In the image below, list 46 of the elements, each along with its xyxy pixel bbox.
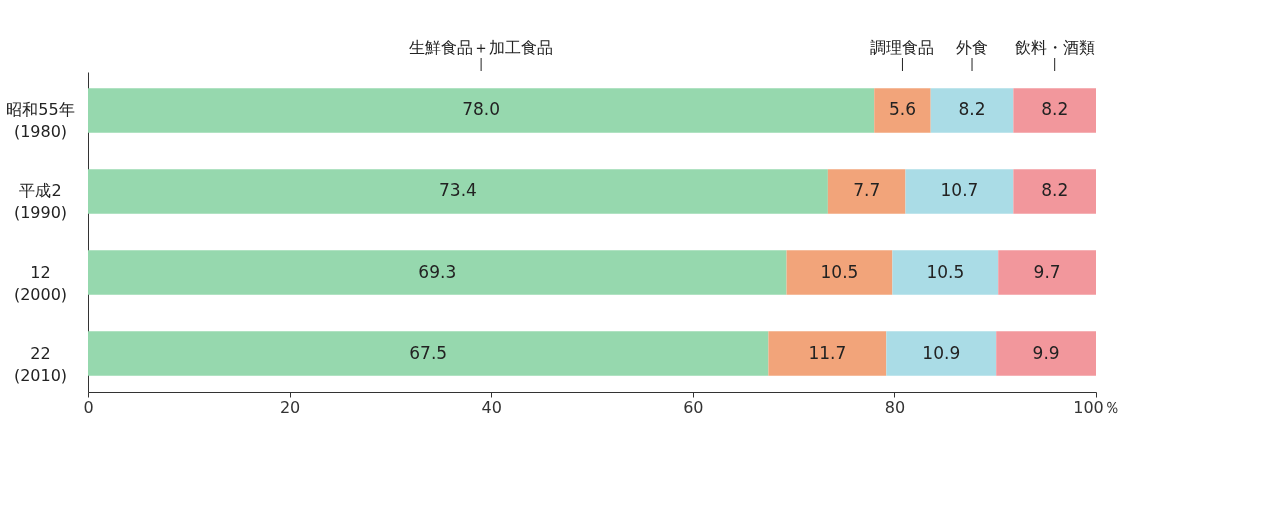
data-label: 8.2 [1041, 99, 1069, 120]
x-tick-label: 100％ [1073, 397, 1120, 417]
bar [88, 169, 828, 214]
bar [998, 250, 1096, 295]
y-tick-label: 22 (2010) [13, 343, 68, 385]
data-label: 10.5 [820, 261, 859, 282]
bar [886, 331, 997, 376]
data-label: 73.4 [439, 180, 477, 201]
x-tick-label: 20 [279, 397, 301, 417]
y-tick-label: 12 (2000) [13, 262, 68, 304]
bar [1013, 88, 1096, 133]
bar [827, 169, 906, 214]
bar [874, 88, 931, 133]
data-label: 9.9 [1032, 342, 1060, 363]
bar [905, 169, 1014, 214]
bar [786, 250, 893, 295]
bar [768, 331, 887, 376]
bar [88, 88, 875, 133]
bar [88, 250, 787, 295]
y-tick-label: 平成2 (1990) [13, 181, 68, 223]
data-label: 69.3 [418, 261, 457, 282]
x-tick-label: 0 [83, 397, 94, 417]
data-label: 8.2 [1041, 180, 1069, 201]
x-tick-label: 80 [884, 397, 906, 417]
x-tick-label: 40 [481, 397, 502, 417]
bar [1013, 169, 1096, 214]
data-label: 10.5 [926, 261, 965, 282]
series-label: 外食 [956, 38, 989, 57]
bar [930, 88, 1014, 133]
data-label: 78.0 [462, 99, 501, 120]
series-label: 生鮮食品＋加工食品 [409, 38, 554, 57]
bar [88, 331, 769, 376]
x-tick-label: 60 [683, 397, 704, 417]
bar [996, 331, 1096, 376]
data-label: 67.5 [409, 342, 448, 363]
data-label: 7.7 [853, 180, 881, 201]
data-label: 8.2 [958, 99, 986, 120]
bar [892, 250, 999, 295]
data-label: 5.6 [888, 99, 916, 120]
data-label: 10.9 [922, 342, 961, 363]
y-tick-label: 昭和55年 (1980) [6, 100, 75, 142]
data-label: 11.7 [808, 342, 847, 363]
data-label: 9.7 [1033, 261, 1061, 282]
series-label: 飲料・酒類 [1014, 38, 1095, 57]
data-label: 10.7 [940, 180, 979, 201]
series-label: 調理食品 [870, 38, 935, 57]
